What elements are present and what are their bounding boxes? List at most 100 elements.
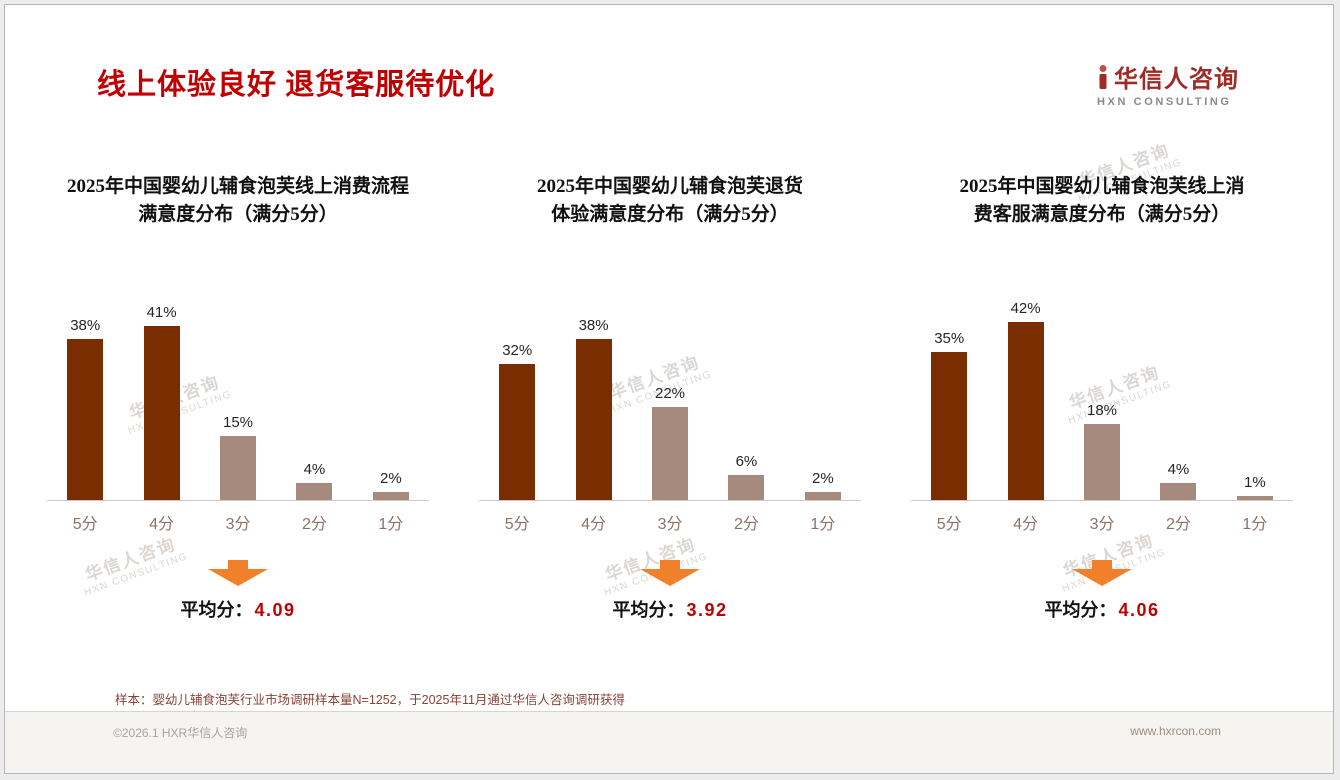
category-label: 4分 (1013, 516, 1039, 534)
bar-column: 6% (708, 453, 784, 501)
bar (1236, 496, 1273, 501)
chart-title: 2025年中国婴幼儿辅食泡芙退货 体验满意度分布（满分5分） (479, 173, 861, 228)
category-label: 1分 (378, 516, 404, 534)
chart-title-line1: 2025年中国婴幼儿辅食泡芙退货 (536, 176, 803, 197)
category-label: 3分 (1089, 516, 1115, 534)
bar (143, 326, 180, 501)
bar-plot: 35% 42% 18% 4% 1% (911, 288, 1293, 502)
chart-title-line1: 2025年中国婴幼儿辅食泡芙线上消费流程 (66, 176, 409, 197)
category-label: 2分 (1165, 516, 1191, 534)
page-title: 线上体验良好 退货客服待优化 (97, 69, 496, 101)
down-arrow-icon (640, 560, 700, 587)
average-score-label: 平均分： (1044, 600, 1117, 621)
bar-column: 2% (353, 470, 429, 501)
bar-value-label: 32% (502, 342, 533, 360)
bar-value-label: 4% (303, 461, 326, 479)
chart-title-line2: 体验满意度分布（满分5分） (551, 203, 789, 225)
slide: 华信人咨询 HXN CONSULTING 华信人咨询 HXN CONSULTIN… (4, 4, 1334, 774)
chart-title-line2: 费客服满意度分布（满分5分） (973, 203, 1231, 225)
bar (1084, 424, 1121, 501)
axis-categories: 5分 4分 3分 2分 1分 (479, 501, 861, 534)
bar-column: 15% (200, 414, 276, 501)
bar-column: 41% (123, 304, 199, 501)
category-label: 5分 (504, 516, 530, 534)
down-arrow-icon (208, 560, 268, 587)
bar (652, 407, 689, 501)
charts-row: 2025年中国婴幼儿辅食泡芙线上消费流程 满意度分布（满分5分） 38% 41% 1… (47, 173, 1293, 622)
bar (499, 364, 536, 501)
bar-value-label: 1% (1243, 474, 1266, 492)
brand-logo-row: 华信人咨询 (1097, 59, 1239, 94)
down-arrow-icon (1072, 560, 1132, 587)
axis-categories: 5分 4分 3分 2分 1分 (911, 501, 1293, 534)
chart-title: 2025年中国婴幼儿辅食泡芙线上消费流程 满意度分布（满分5分） (47, 173, 429, 228)
category-label: 1分 (1242, 516, 1268, 534)
bar-value-label: 38% (70, 317, 101, 335)
bar-value-label: 2% (379, 470, 402, 488)
bar-plot: 32% 38% 22% 6% 2% (479, 288, 861, 502)
bar (575, 339, 612, 501)
bar-value-label: 22% (655, 385, 686, 403)
copyright-text: ©2026.1 HXR华信人咨询 (113, 726, 248, 740)
average-score-value: 4.09 (254, 600, 296, 621)
bar-value-label: 6% (735, 453, 758, 471)
bar-column: 32% (479, 342, 555, 501)
bar-column: 38% (555, 317, 631, 501)
category-label: 2分 (733, 516, 759, 534)
average-score-label: 平均分： (612, 600, 685, 621)
logo-subtitle: HXN CONSULTING (1097, 96, 1232, 108)
category-label: 2分 (301, 516, 327, 534)
chart-online-process-satisfaction: 2025年中国婴幼儿辅食泡芙线上消费流程 满意度分布（满分5分） 38% 41% 1… (47, 173, 429, 622)
average-score: 平均分： 4.09 (47, 596, 429, 622)
bar-value-label: 18% (1087, 402, 1118, 420)
bar-value-label: 4% (1167, 461, 1190, 479)
category-label: 5分 (72, 516, 98, 534)
bar-value-label: 35% (934, 330, 965, 348)
brand-logo: 华信人咨询 HXN CONSULTING (1097, 59, 1239, 108)
bar-column: 22% (632, 385, 708, 501)
category-label: 3分 (657, 516, 683, 534)
category-label: 5分 (936, 516, 962, 534)
chart-return-experience-satisfaction: 2025年中国婴幼儿辅食泡芙退货 体验满意度分布（满分5分） 32% 38% 22%… (479, 173, 861, 622)
bar (372, 492, 409, 501)
bar (804, 492, 841, 501)
bar (728, 475, 765, 501)
average-score-value: 3.92 (686, 600, 728, 621)
bar (931, 352, 968, 501)
bar-value-label: 2% (811, 470, 834, 488)
average-score: 平均分： 3.92 (479, 596, 861, 622)
category-label: 4分 (149, 516, 175, 534)
bar-column: 38% (47, 317, 123, 501)
bar-plot: 38% 41% 15% 4% 2% (47, 288, 429, 502)
chart-title-line1: 2025年中国婴幼儿辅食泡芙线上消 (959, 176, 1245, 197)
website-text: www.hxrcon.com (1130, 724, 1221, 738)
average-score: 平均分： 4.06 (911, 596, 1293, 622)
logo-icon (1099, 64, 1107, 89)
bar-column: 2% (785, 470, 861, 501)
footer: ©2026.1 HXR华信人咨询 www.hxrcon.com (5, 711, 1333, 773)
bar-column: 1% (1217, 474, 1293, 501)
bar-column: 42% (987, 300, 1063, 501)
average-score-label: 平均分： (180, 600, 253, 621)
chart-customer-service-satisfaction: 2025年中国婴幼儿辅食泡芙线上消 费客服满意度分布（满分5分） 35% 42% 1… (911, 173, 1293, 622)
category-label: 1分 (810, 516, 836, 534)
bar-value-label: 41% (146, 304, 177, 322)
bar (1007, 322, 1044, 501)
bar-column: 4% (276, 461, 352, 501)
bar (1160, 483, 1197, 501)
bar-column: 35% (911, 330, 987, 501)
sample-footnote: 样本：婴幼儿辅食泡芙行业市场调研样本量N=1252，于2025年11月通过华信人… (115, 693, 625, 707)
bar (296, 483, 333, 501)
bar-value-label: 15% (223, 414, 254, 432)
category-label: 3分 (225, 516, 251, 534)
bar-column: 4% (1140, 461, 1216, 501)
bar (220, 436, 257, 501)
category-label: 4分 (581, 516, 607, 534)
bar-value-label: 38% (578, 317, 609, 335)
bar (67, 339, 104, 501)
logo-name: 华信人咨询 (1114, 66, 1239, 93)
average-score-value: 4.06 (1118, 600, 1160, 621)
bar-value-label: 42% (1010, 300, 1041, 318)
axis-categories: 5分 4分 3分 2分 1分 (47, 501, 429, 534)
chart-title: 2025年中国婴幼儿辅食泡芙线上消 费客服满意度分布（满分5分） (911, 173, 1293, 228)
